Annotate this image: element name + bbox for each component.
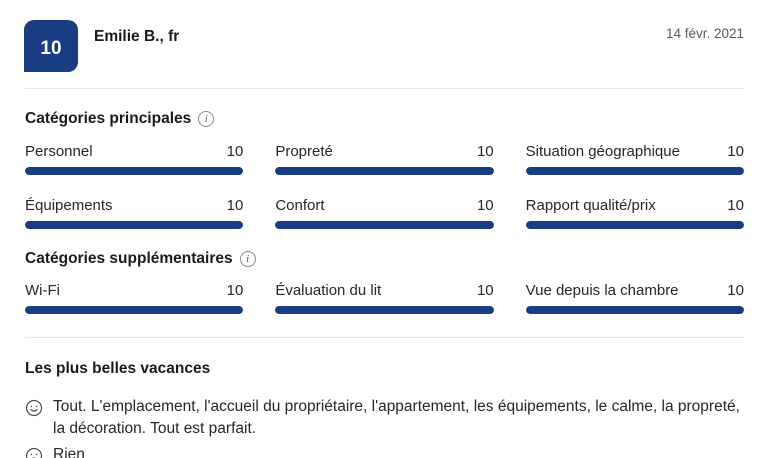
category-score: 10 [476, 197, 494, 214]
category-score: 10 [727, 143, 744, 160]
section-title: Catégories supplémentaires i [25, 250, 744, 268]
category-label: Équipements [25, 197, 113, 214]
main-categories-section: Catégories principales i Personnel 10 Pr… [25, 110, 744, 229]
category-label: Wi-Fi [25, 282, 60, 299]
section-title-text: Catégories principales [25, 110, 192, 127]
rating-bar [525, 167, 744, 175]
review-header: 10 Emilie B., fr 14 févr. 2021 [24, 20, 744, 72]
category-score: 10 [226, 143, 244, 160]
category-rating: Vue depuis la chambre 10 [525, 282, 744, 314]
section-title: Catégories principales i [25, 110, 744, 128]
rating-bar [275, 306, 494, 314]
supplementary-categories-section: Catégories supplémentaires i Wi-Fi 10 Év… [25, 250, 744, 314]
category-score: 10 [727, 282, 744, 299]
review-date: 14 févr. 2021 [665, 26, 744, 41]
category-rating: Confort 10 [275, 197, 494, 229]
category-label: Situation géographique [525, 143, 680, 160]
category-rating: Rapport qualité/prix 10 [525, 197, 744, 229]
category-label: Rapport qualité/prix [525, 197, 656, 214]
reviewer-name: Emilie B., fr [94, 28, 180, 45]
rating-bar [25, 221, 244, 229]
category-grid: Personnel 10 Propreté 10 Situation géogr… [25, 143, 744, 229]
rating-bar [275, 221, 494, 229]
sad-face-icon [25, 447, 43, 458]
category-score: 10 [476, 143, 494, 160]
category-score: 10 [476, 282, 494, 299]
happy-face-icon [25, 399, 43, 417]
category-score: 10 [226, 197, 244, 214]
rating-bar [275, 167, 494, 175]
negative-review-row: Rien [25, 444, 744, 458]
rating-bar [25, 306, 244, 314]
category-label: Évaluation du lit [275, 282, 382, 299]
category-label: Vue depuis la chambre [525, 282, 679, 299]
category-rating: Propreté 10 [275, 143, 494, 175]
positive-review-text: Tout. L'emplacement, l'accueil du propri… [53, 398, 740, 437]
review-body: Tout. L'emplacement, l'accueil du propri… [25, 396, 744, 458]
rating-bar [525, 306, 744, 314]
scores-divider [25, 337, 744, 338]
score-value: 10 [40, 38, 62, 59]
rating-bar [25, 167, 244, 175]
category-label: Personnel [25, 143, 93, 160]
category-score: 10 [226, 282, 244, 299]
score-badge: 10 [24, 20, 78, 72]
positive-review-row: Tout. L'emplacement, l'accueil du propri… [25, 396, 744, 440]
header-divider [25, 88, 744, 89]
category-rating: Wi-Fi 10 [25, 282, 244, 314]
review-title: Les plus belles vacances [25, 360, 211, 377]
category-score: 10 [727, 197, 744, 214]
info-icon[interactable]: i [198, 111, 215, 127]
rating-bar [525, 221, 744, 229]
category-rating: Personnel 10 [25, 143, 244, 175]
category-rating: Évaluation du lit 10 [275, 282, 494, 314]
section-title-text: Catégories supplémentaires [25, 250, 233, 267]
category-grid: Wi-Fi 10 Évaluation du lit 10 Vue depuis… [25, 282, 744, 314]
negative-review-text: Rien [53, 446, 85, 458]
category-rating: Situation géographique 10 [525, 143, 744, 175]
info-icon[interactable]: i [239, 251, 256, 267]
category-label: Confort [275, 197, 325, 214]
category-label: Propreté [275, 143, 333, 160]
category-rating: Équipements 10 [25, 197, 244, 229]
